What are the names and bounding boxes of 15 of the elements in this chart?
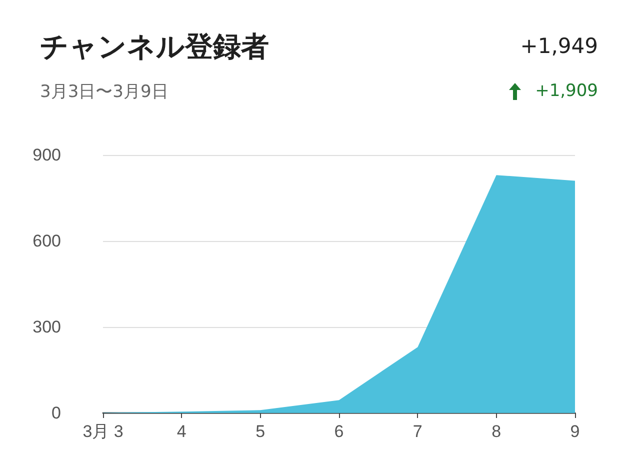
- x-tick-label: 6: [334, 422, 344, 441]
- chart-title: チャンネル登録者: [40, 29, 269, 65]
- x-tick-label: 5: [256, 422, 266, 441]
- x-tick-label: 9: [570, 422, 580, 441]
- text: +1,909: [535, 81, 598, 101]
- y-tick-label: 900: [32, 146, 61, 164]
- x-tick-label: 4: [176, 422, 186, 441]
- y-tick-label: 300: [32, 318, 61, 336]
- x-tick-label: 3月 3: [82, 422, 124, 441]
- text: +1,949: [520, 34, 598, 58]
- x-tick-label: 7: [412, 422, 422, 441]
- y-tick-label: 0: [52, 404, 61, 422]
- y-tick-label: 600: [32, 232, 61, 250]
- x-tick-label: 8: [492, 422, 502, 441]
- chart-subtitle: 3月3日〜3月9日: [40, 81, 168, 103]
